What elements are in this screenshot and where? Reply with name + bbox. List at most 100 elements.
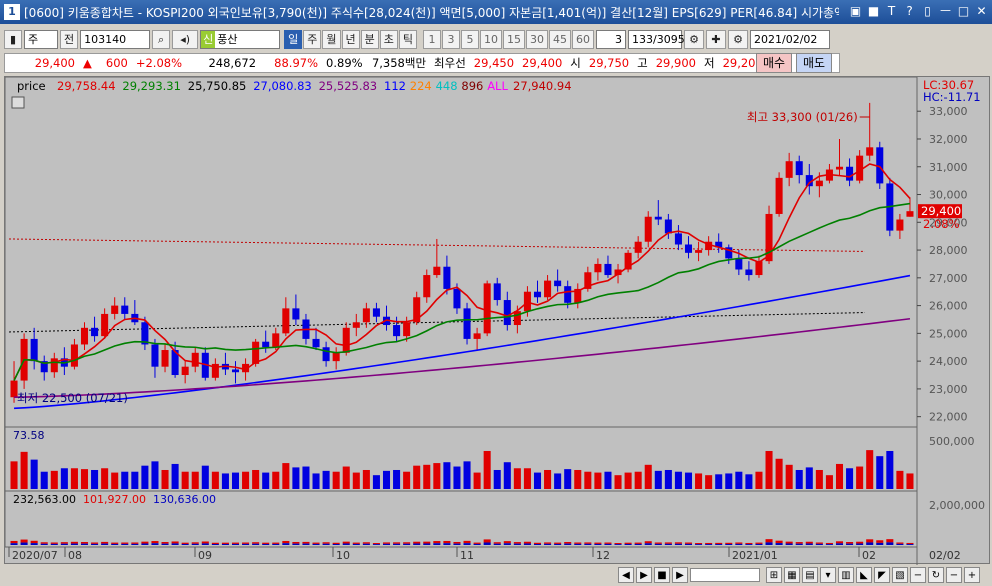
amount-bar-blue [252, 543, 260, 545]
period-select[interactable]: 주 [24, 29, 58, 49]
amount-bar-red [584, 542, 592, 544]
interval-button-7[interactable]: 60 [572, 29, 594, 49]
candle-body [181, 366, 189, 376]
interval-input[interactable]: 3 [596, 29, 626, 49]
volume-bar [503, 462, 511, 489]
window-button-7[interactable]: ✕ [976, 4, 987, 18]
play-button[interactable]: ▶ [636, 567, 652, 583]
price-tick-label: 22,000 [929, 411, 968, 424]
candle-body [121, 305, 129, 314]
amount-bar-red [352, 542, 360, 544]
period-tab-4[interactable]: 분 [360, 29, 379, 49]
volume-bar [50, 470, 58, 489]
stop-button[interactable]: ■ [654, 567, 670, 583]
marker-icon[interactable]: ▾ [820, 567, 836, 583]
interval-button-4[interactable]: 15 [503, 29, 525, 49]
amount-bar-red [594, 542, 602, 544]
period-tab-5[interactable]: 초 [379, 29, 398, 49]
amount-bar-blue [795, 543, 803, 545]
grid-icon[interactable]: ▦ [784, 567, 800, 583]
price-tick-label: 33,000 [929, 105, 968, 118]
interval-button-6[interactable]: 45 [549, 29, 571, 49]
amount-bar-blue [30, 543, 38, 545]
amount-bar-red [252, 542, 260, 544]
buy-button[interactable]: 매수 [756, 53, 792, 73]
interval-button-2[interactable]: 5 [461, 29, 479, 49]
lc-label: LC:30.67 [923, 78, 974, 92]
volume-bar [282, 463, 290, 489]
volume-bar [453, 466, 461, 489]
window-button-3[interactable]: ? [906, 4, 913, 18]
high-label: 고 [637, 56, 648, 70]
amount-bar-red [80, 542, 89, 544]
zoom-icon[interactable]: ⊞ [766, 567, 782, 583]
period-tab-2[interactable]: 월 [322, 29, 341, 49]
stock-code-input[interactable]: 103140 [80, 29, 151, 49]
search-icon[interactable]: ⌕ [152, 29, 171, 49]
amount-bar-blue [815, 543, 823, 545]
stock-name-field[interactable]: 신 풍산 [200, 29, 281, 49]
volume-bar [483, 450, 491, 489]
volume-bar [30, 459, 38, 489]
candle-body [252, 341, 260, 364]
window-button-4[interactable]: ▯ [924, 4, 931, 18]
app-icon: 1 [4, 4, 20, 20]
candle-body [50, 358, 58, 373]
table-icon[interactable]: ▤ [802, 567, 818, 583]
volume-bar [715, 474, 723, 489]
period-tab-0[interactable]: 일 [284, 29, 303, 49]
date-label: 2021/01 [732, 549, 778, 562]
window-button-2[interactable]: T [887, 4, 896, 18]
chart-icon[interactable]: ◣ [856, 567, 872, 583]
pin-icon[interactable]: ▮ [4, 29, 22, 49]
candle-body [393, 325, 401, 337]
crosshair-icon[interactable]: ✚ [706, 29, 726, 49]
window-button-1[interactable]: ■ [867, 4, 880, 18]
amount-bar-blue [483, 542, 491, 545]
candle-body [574, 288, 582, 303]
scroll-right-button[interactable]: ▶ [672, 567, 688, 583]
sell-button[interactable]: 매도 [796, 53, 832, 73]
stock-name: 풍산 [217, 32, 238, 46]
window-button-5[interactable]: ㅡ [939, 4, 952, 18]
settings-icon[interactable]: ⚙ [684, 29, 704, 49]
volume-bar [20, 451, 28, 489]
date-input[interactable]: 2021/02/02 [750, 29, 830, 49]
amount-bar-red [191, 542, 199, 544]
window-button-0[interactable]: ▣ [849, 4, 862, 18]
volume-bar [151, 461, 159, 489]
zoom-out-icon[interactable]: − [910, 567, 926, 583]
volume-bar [654, 470, 662, 489]
zoom-in-button[interactable]: + [964, 567, 980, 583]
gear-icon[interactable]: ⚙ [728, 29, 748, 49]
amount-bar-blue [735, 543, 743, 545]
save-icon[interactable]: ▥ [838, 567, 854, 583]
sound-icon[interactable]: ◂) [172, 29, 199, 49]
candle-body [201, 352, 209, 378]
candle-body [473, 333, 481, 339]
interval-button-1[interactable]: 3 [442, 29, 460, 49]
chart-area[interactable]: 33,000 32,000 31,000 30,000 29,000 28,000 27,0… [4, 76, 990, 565]
interval-button-5[interactable]: 30 [526, 29, 548, 49]
layout-icon[interactable]: ▧ [892, 567, 908, 583]
volume-bar [382, 470, 391, 489]
volume-bar [574, 469, 582, 489]
amount-bar-red [735, 542, 743, 544]
best-label: 최우선 [434, 56, 466, 70]
period-tab-6[interactable]: 틱 [398, 29, 417, 49]
scroll-left-button[interactable]: ◀ [618, 567, 634, 583]
zoom-out-button[interactable]: − [946, 567, 962, 583]
window-button-6[interactable]: □ [957, 4, 970, 18]
refresh-icon[interactable]: ↻ [928, 567, 944, 583]
amount-bar-blue [453, 543, 461, 545]
period-tab-3[interactable]: 년 [341, 29, 360, 49]
zoom-slider[interactable] [690, 568, 760, 582]
interval-button-0[interactable]: 1 [423, 29, 441, 49]
prev-button[interactable]: 전 [60, 29, 79, 49]
period-tab-1[interactable]: 주 [303, 29, 322, 49]
interval-button-3[interactable]: 10 [480, 29, 502, 49]
volume-axis-label: 500,000 [929, 435, 975, 448]
candle-body [705, 241, 713, 251]
chart-type-icon[interactable]: ◤ [874, 567, 890, 583]
price-pane [5, 77, 918, 428]
